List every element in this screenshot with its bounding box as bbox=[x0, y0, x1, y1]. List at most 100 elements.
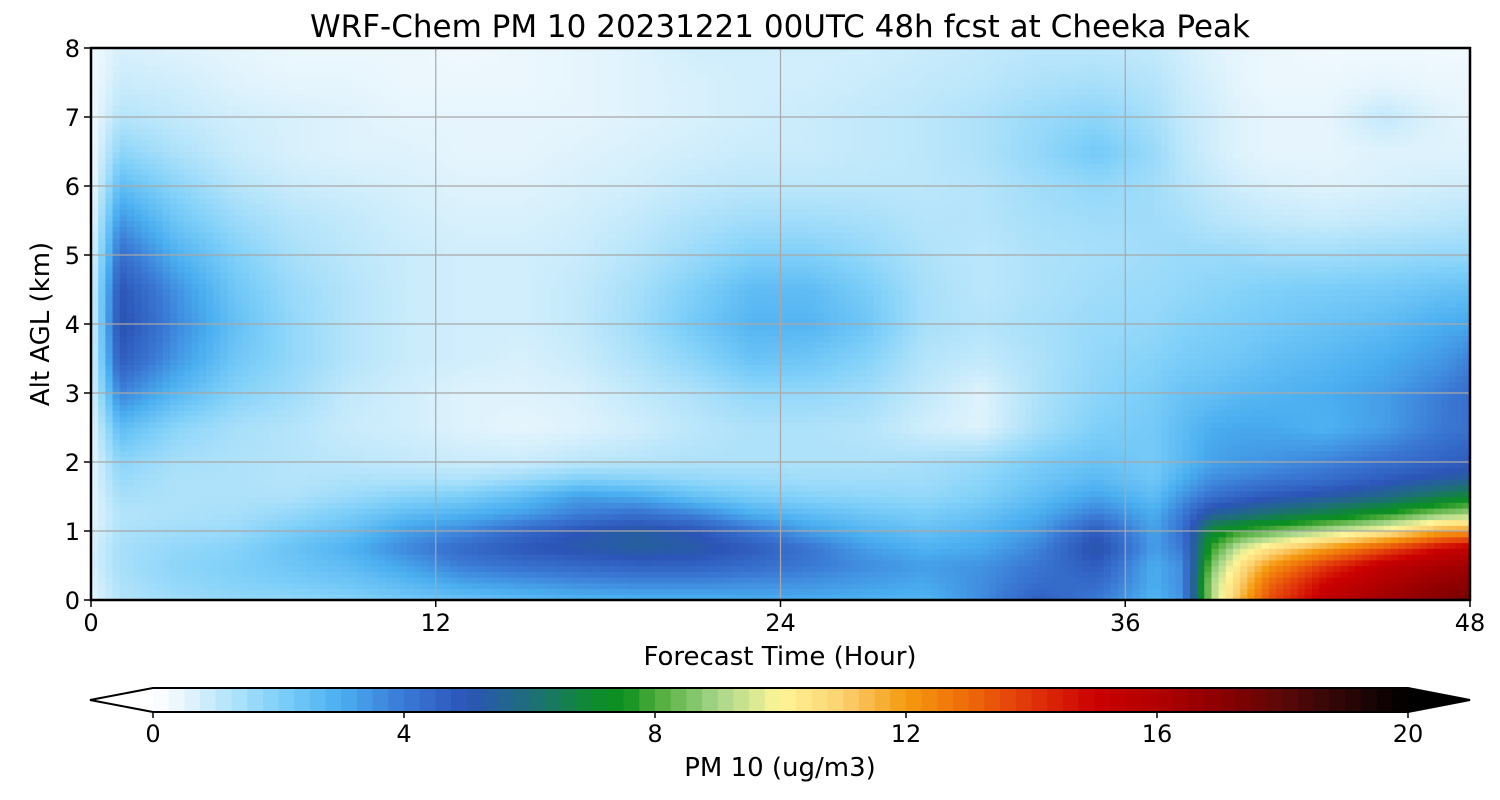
heatmap-cell bbox=[1125, 490, 1134, 498]
heatmap-cell bbox=[1060, 473, 1069, 480]
heatmap-cell bbox=[1340, 588, 1349, 595]
heatmap-cell bbox=[758, 456, 767, 463]
heatmap-cell bbox=[335, 519, 343, 526]
heatmap-cell bbox=[665, 559, 674, 567]
heatmap-cell bbox=[299, 588, 308, 595]
heatmap-cell bbox=[1046, 531, 1055, 538]
heatmap-cell bbox=[1276, 577, 1284, 584]
heatmap-cell bbox=[1419, 467, 1428, 475]
heatmap-cell bbox=[809, 571, 818, 578]
heatmap-cell bbox=[349, 508, 358, 515]
heatmap-cell bbox=[1118, 479, 1126, 486]
heatmap-cell bbox=[1455, 554, 1464, 561]
heatmap-cell bbox=[98, 513, 106, 521]
heatmap-cell bbox=[155, 594, 164, 600]
heatmap-cell bbox=[407, 467, 415, 475]
heatmap-cell bbox=[1455, 519, 1464, 526]
heatmap-cell bbox=[543, 554, 552, 561]
heatmap-cell bbox=[1376, 479, 1385, 486]
heatmap-cell bbox=[974, 450, 983, 457]
heatmap-cell bbox=[263, 536, 272, 544]
heatmap-cell bbox=[967, 536, 976, 544]
heatmap-cell bbox=[1010, 479, 1019, 486]
heatmap-cell bbox=[1455, 525, 1464, 532]
heatmap-cell bbox=[342, 519, 351, 526]
heatmap-cell bbox=[399, 577, 408, 584]
heatmap-cell bbox=[608, 456, 616, 463]
heatmap-cell bbox=[1010, 467, 1019, 475]
heatmap-cell bbox=[708, 565, 717, 572]
heatmap-cell bbox=[845, 559, 853, 567]
heatmap-cell bbox=[974, 473, 983, 480]
heatmap-cell bbox=[1074, 513, 1083, 521]
heatmap-cell bbox=[809, 496, 818, 503]
heatmap-cell bbox=[371, 559, 379, 567]
heatmap-cell bbox=[1003, 594, 1011, 600]
heatmap-cell bbox=[1225, 565, 1234, 572]
heatmap-cell bbox=[672, 485, 681, 492]
heatmap-cell bbox=[608, 554, 616, 561]
heatmap-cell bbox=[1419, 513, 1428, 521]
heatmap-cell bbox=[1024, 456, 1033, 463]
heatmap-cell bbox=[1039, 490, 1047, 498]
heatmap-cell bbox=[1096, 450, 1105, 457]
heatmap-cell bbox=[349, 525, 358, 532]
heatmap-cell bbox=[306, 496, 315, 503]
heatmap-cell bbox=[665, 513, 674, 521]
heatmap-cell bbox=[191, 473, 200, 480]
heatmap-cell bbox=[1297, 525, 1306, 532]
heatmap-cell bbox=[1232, 536, 1241, 544]
heatmap-cell bbox=[457, 559, 466, 567]
heatmap-cell bbox=[385, 531, 394, 538]
heatmap-cell bbox=[514, 496, 523, 503]
heatmap-cell bbox=[155, 485, 164, 492]
heatmap-cell bbox=[888, 519, 897, 526]
heatmap-cell bbox=[162, 456, 171, 463]
heatmap-cell bbox=[1340, 508, 1349, 515]
heatmap-cell bbox=[881, 513, 889, 521]
heatmap-cell bbox=[112, 456, 121, 463]
heatmap-cell bbox=[902, 479, 911, 486]
heatmap-cell bbox=[694, 490, 703, 498]
heatmap-cell bbox=[557, 531, 566, 538]
heatmap-cell bbox=[148, 542, 157, 549]
heatmap-cell bbox=[1060, 548, 1069, 555]
heatmap-cell bbox=[1010, 462, 1019, 469]
heatmap-cell bbox=[1168, 571, 1177, 578]
heatmap-cell bbox=[1132, 502, 1141, 509]
heatmap-cell bbox=[758, 525, 767, 532]
heatmap-cell bbox=[823, 508, 832, 515]
heatmap-cell bbox=[1290, 531, 1299, 538]
heatmap-cell bbox=[1261, 513, 1270, 521]
heatmap-cell bbox=[450, 502, 458, 509]
heatmap-cell bbox=[91, 525, 99, 532]
heatmap-cell bbox=[866, 467, 875, 475]
heatmap-cell bbox=[1283, 536, 1292, 544]
heatmap-cell bbox=[1290, 456, 1299, 463]
heatmap-cell bbox=[1362, 513, 1371, 521]
heatmap-cell bbox=[407, 513, 415, 521]
heatmap-cell bbox=[500, 513, 509, 521]
heatmap-cell bbox=[1125, 554, 1134, 561]
heatmap-cell bbox=[407, 490, 415, 498]
heatmap-cell bbox=[442, 502, 451, 509]
heatmap-cell bbox=[586, 490, 595, 498]
heatmap-cell bbox=[866, 582, 875, 590]
heatmap-cell bbox=[256, 479, 264, 486]
heatmap-cell bbox=[572, 508, 580, 515]
heatmap-cell bbox=[615, 473, 624, 480]
heatmap-cell bbox=[615, 559, 624, 567]
heatmap-cell bbox=[112, 577, 121, 584]
heatmap-cell bbox=[126, 565, 135, 572]
heatmap-cell bbox=[1333, 588, 1342, 595]
heatmap-cell bbox=[313, 485, 322, 492]
heatmap-cell bbox=[1290, 450, 1299, 457]
heatmap-cell bbox=[1362, 467, 1371, 475]
heatmap-cell bbox=[1319, 577, 1327, 584]
heatmap-cell bbox=[615, 490, 624, 498]
heatmap-cell bbox=[1390, 577, 1399, 584]
heatmap-cell bbox=[593, 479, 602, 486]
heatmap-cell bbox=[241, 571, 250, 578]
heatmap-cell bbox=[198, 536, 207, 544]
heatmap-cell bbox=[155, 548, 164, 555]
